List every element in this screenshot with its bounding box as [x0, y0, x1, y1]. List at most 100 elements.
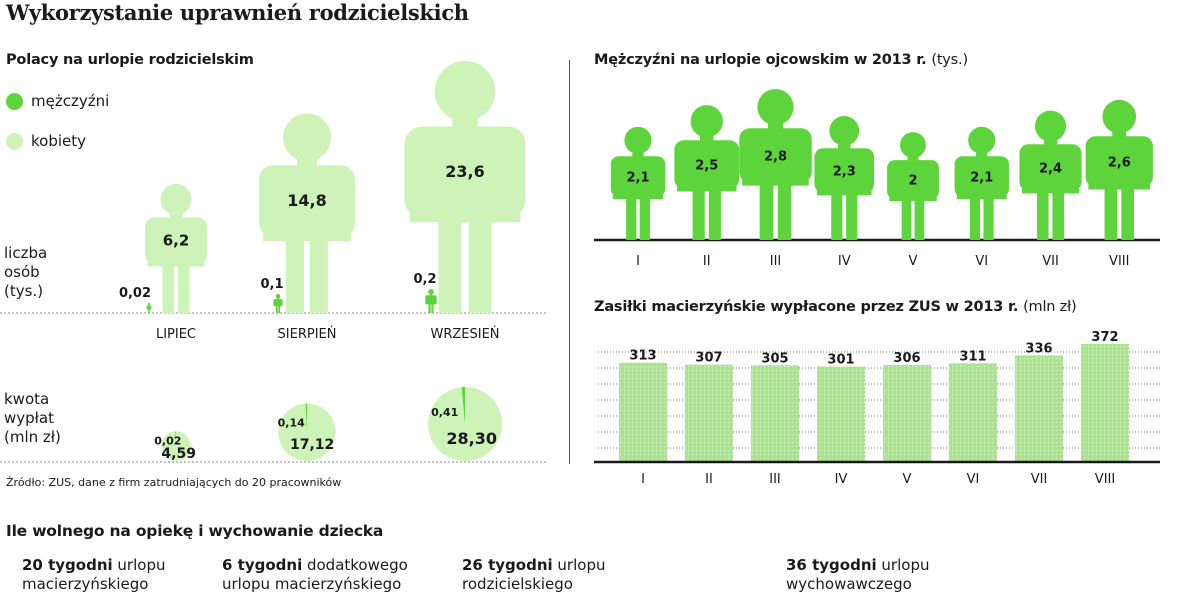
paternity-month-1: I: [636, 254, 640, 269]
leave-item-parental-line2: rodzicielskiego: [462, 575, 573, 593]
women-figure-2-head: [283, 113, 331, 162]
page-title: Wykorzystanie uprawnień rodzicielskich: [6, 0, 469, 25]
paternity-figure-4-leg-left: [831, 190, 843, 240]
paternity-month-4: IV: [838, 254, 851, 269]
women-figure-2-neck: [297, 157, 317, 170]
women-figure-1-head: [160, 183, 192, 215]
source-note: Źródło: ZUS, dane z firm zatrudniających…: [6, 476, 342, 489]
men-figure-1-hips: [146, 308, 152, 310]
paternity-value-8: 2,6: [1108, 155, 1131, 170]
paternity-figure-2-hips: [677, 180, 737, 192]
men-figure-2-leg-right: [278, 305, 280, 313]
men-figure-1-neck: [148, 305, 150, 306]
paternity-figure-2-leg-left: [692, 186, 705, 240]
women-figure-2-leg-right: [309, 233, 328, 313]
amount-pie-men-2: [305, 403, 307, 433]
women-figure-3-hips: [409, 202, 521, 223]
paternity-figure-5-leg-right: [914, 196, 925, 240]
maternity-value-8: 372: [1091, 330, 1118, 345]
leave-item-additional-weeks: 6 tygodni: [222, 556, 303, 574]
paternity-title-unit: (tys.): [931, 52, 968, 68]
paternity-figure-5-hips: [889, 192, 937, 202]
paternity-figure-3-leg-left: [759, 179, 774, 240]
people-axis-label: liczba osób (tys.): [4, 244, 47, 301]
women-value-3: 23,6: [445, 162, 484, 181]
paternity-figure-5-neck: [907, 155, 919, 163]
paternity-figure-5-torso: [887, 160, 939, 200]
women-figure-1-hips: [147, 256, 205, 267]
men-value-1: 0,02: [119, 286, 151, 301]
leave-item-childcare-text: urlopu: [876, 556, 930, 574]
maternity-benefits-chart: 313 I 307 II 305 III 301 IV 306 V 311 VI 336 VII 372 VI…: [594, 330, 1160, 487]
women-figure-1-leg-right: [177, 261, 190, 313]
leave-item-childcare: 36 tygodni urlopu wychowawczego: [786, 556, 929, 594]
paternity-figure-6-neck: [976, 151, 988, 159]
women-value-1: 6,2: [163, 232, 190, 250]
maternity-bar-1: [619, 362, 667, 462]
paternity-figure-6-hips: [956, 190, 1007, 200]
men-figure-1-leg-left: [147, 309, 149, 313]
amount-men-value-1: 0,02: [154, 435, 181, 448]
leave-item-childcare-line2: wychowawczego: [786, 575, 912, 593]
men-figure-3-leg-left: [428, 303, 431, 313]
paternity-figure-3-torso: [739, 128, 812, 183]
men-figure-1-head: [147, 303, 151, 306]
men-figure-3-hips: [425, 302, 437, 305]
paternity-figure-4-hips: [816, 185, 872, 196]
paternity-figure-3-neck: [767, 122, 784, 132]
amount-men-value-3: 0,41: [431, 406, 458, 419]
maternity-bar-8: [1081, 344, 1129, 462]
paternity-figure-8-hips: [1088, 178, 1151, 190]
amount-pie-men-3: [461, 387, 465, 424]
paternity-month-6: VI: [975, 254, 988, 269]
paternity-figure-3-head: [757, 89, 794, 126]
maternity-bar-7: [1015, 355, 1063, 462]
paternity-figure-3: [739, 89, 812, 240]
amount-women-value-2: 17,12: [290, 437, 334, 453]
leave-item-parental-weeks: 26 tygodni: [462, 556, 553, 574]
paternity-figure-5: [887, 132, 939, 240]
legend-men-swatch: [6, 93, 23, 110]
men-figure-2: [273, 294, 283, 313]
paternity-figure-1-neck: [632, 151, 644, 159]
maternity-bar-2: [685, 364, 733, 462]
maternity-value-7: 336: [1025, 341, 1052, 356]
leave-item-maternity-line2: macierzyńskiego: [22, 575, 149, 593]
panel-divider: [569, 60, 570, 464]
paternity-figure-7-hips: [1022, 183, 1079, 194]
leave-item-maternity: 20 tygodni urlopu macierzyńskiego: [22, 556, 165, 594]
men-figure-2-leg-left: [276, 305, 278, 313]
amount-axis-label-line-2: wypłat: [4, 409, 55, 427]
women-figure-3-leg-left: [438, 212, 462, 313]
paternity-figure-2-torso: [674, 140, 740, 189]
amount-pie-men-1: [175, 431, 176, 447]
men-figure-1: [146, 303, 152, 313]
bottom-section-title: Ile wolnego na opiekę i wychowanie dziec…: [6, 522, 384, 540]
women-figure-3-leg-right: [468, 212, 492, 313]
paternity-figure-6-head: [968, 126, 996, 154]
paternity-figure-7-torso: [1019, 144, 1082, 191]
paternity-figure-6-leg-left: [969, 194, 981, 240]
maternity-month-6: VI: [967, 472, 980, 487]
paternity-figure-7-leg-right: [1052, 188, 1065, 240]
maternity-value-6: 311: [959, 349, 986, 364]
paternity-figure-4: [814, 115, 875, 240]
paternity-figure-4-head: [829, 115, 860, 146]
women-figure-2-hips: [263, 225, 351, 242]
paternity-figure-2-head: [690, 105, 723, 138]
amount-women-value-3: 28,30: [446, 429, 497, 448]
paternity-value-5: 2: [908, 174, 917, 189]
maternity-title-bold: Zasiłki macierzyńskie wypłacone przez ZU…: [594, 299, 1019, 315]
women-figure-3-head: [434, 61, 496, 122]
amount-pie-women-1: [161, 431, 191, 462]
parental-leave-chart: 6,20,02LIPIEC4,590,0214,80,1SIERPIEŃ17,1…: [0, 61, 548, 463]
men-figure-2-hips: [273, 304, 283, 307]
leave-item-additional: 6 tygodni dodatkowego urlopu macierzyńsk…: [222, 556, 408, 594]
men-figure-2-torso: [273, 298, 283, 306]
paternity-figure-1-head: [624, 126, 652, 154]
maternity-value-3: 305: [761, 351, 788, 366]
paternity-month-5: V: [909, 254, 918, 269]
men-figure-3-torso: [425, 295, 437, 304]
paternity-month-8: VIII: [1109, 254, 1129, 269]
maternity-month-4: IV: [835, 472, 848, 487]
